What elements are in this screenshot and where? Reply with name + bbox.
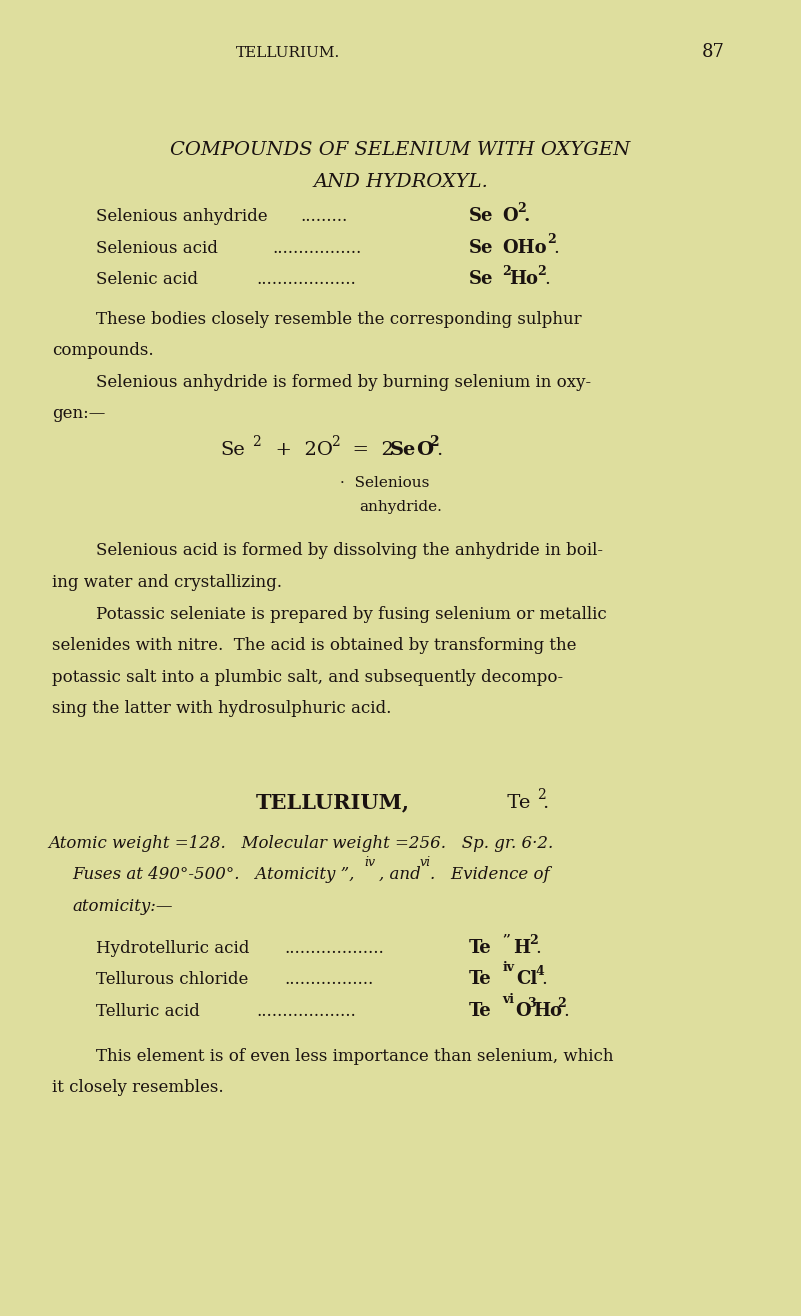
Text: Ho: Ho (509, 270, 537, 288)
Text: Selenic acid: Selenic acid (96, 271, 198, 288)
Text: .   Evidence of: . Evidence of (430, 866, 549, 883)
Text: Telluric acid: Telluric acid (96, 1003, 200, 1020)
Text: COMPOUNDS OF SELENIUM WITH OXYGEN: COMPOUNDS OF SELENIUM WITH OXYGEN (171, 141, 630, 159)
Text: compounds.: compounds. (52, 342, 154, 359)
Text: .................: ................. (284, 971, 373, 988)
Text: 2: 2 (537, 265, 546, 278)
Text: Se: Se (469, 270, 493, 288)
Text: Se: Se (220, 441, 245, 459)
Text: Se: Se (469, 207, 493, 225)
Text: .: . (541, 970, 547, 988)
Text: ...................: ................... (284, 940, 384, 957)
Text: .........: ......... (300, 208, 348, 225)
Text: 2: 2 (331, 436, 340, 449)
Text: O: O (515, 1001, 531, 1020)
Text: sing the latter with hydrosulphuric acid.: sing the latter with hydrosulphuric acid… (52, 700, 392, 717)
Text: Se: Se (469, 238, 493, 257)
Text: .: . (542, 794, 549, 812)
Text: 2: 2 (502, 265, 511, 278)
Text: Se: Se (389, 441, 416, 459)
Text: .: . (544, 270, 549, 288)
Text: vi: vi (420, 855, 431, 869)
Text: 2: 2 (547, 233, 556, 246)
Text: Te: Te (469, 970, 491, 988)
Text: AND HYDROXYL.: AND HYDROXYL. (313, 172, 488, 191)
Text: 2: 2 (252, 436, 261, 449)
Text: potassic salt into a plumbic salt, and subsequently decompo-: potassic salt into a plumbic salt, and s… (52, 669, 563, 686)
Text: These bodies closely resemble the corresponding sulphur: These bodies closely resemble the corres… (96, 311, 582, 328)
Text: Ho: Ho (533, 1001, 562, 1020)
Text: , and: , and (379, 866, 421, 883)
Text: Te: Te (501, 794, 530, 812)
Text: .: . (553, 238, 559, 257)
Text: it closely resembles.: it closely resembles. (52, 1079, 223, 1096)
Text: =  2: = 2 (340, 441, 394, 459)
Text: 2: 2 (529, 933, 537, 946)
Text: 2: 2 (537, 788, 545, 801)
Text: ing water and crystallizing.: ing water and crystallizing. (52, 574, 282, 591)
Text: anhydride.: anhydride. (359, 500, 441, 513)
Text: TELLURIUM,: TELLURIUM, (256, 792, 409, 812)
Text: +  2O: + 2O (263, 441, 332, 459)
Text: Selenious acid is formed by dissolving the anhydride in boil-: Selenious acid is formed by dissolving t… (96, 542, 603, 559)
Text: Selenious anhydride is formed by burning selenium in oxy-: Selenious anhydride is formed by burning… (96, 374, 591, 391)
Text: Cl: Cl (517, 970, 538, 988)
Text: vi: vi (502, 992, 514, 1005)
Text: .: . (523, 207, 529, 225)
Text: selenides with nitre.  The acid is obtained by transforming the: selenides with nitre. The acid is obtain… (52, 637, 577, 654)
Text: O: O (502, 207, 518, 225)
Text: ...................: ................... (256, 271, 356, 288)
Text: .: . (436, 441, 442, 459)
Text: 3: 3 (527, 996, 536, 1009)
Text: .: . (563, 1001, 569, 1020)
Text: 2: 2 (517, 201, 525, 215)
Text: Selenious anhydride: Selenious anhydride (96, 208, 268, 225)
Text: Te: Te (469, 1001, 491, 1020)
Text: .................: ................. (272, 240, 361, 257)
Text: .: . (535, 938, 541, 957)
Text: ’’: ’’ (502, 933, 511, 946)
Text: Hydrotelluric acid: Hydrotelluric acid (96, 940, 249, 957)
Text: 2: 2 (557, 996, 566, 1009)
Text: OHo: OHo (502, 238, 547, 257)
Text: 4: 4 (535, 965, 544, 978)
Text: gen:—: gen:— (52, 405, 106, 422)
Text: Fuses at 490°-500°.   Atomicity ”,: Fuses at 490°-500°. Atomicity ”, (72, 866, 360, 883)
Text: iv: iv (364, 855, 376, 869)
Text: 87: 87 (702, 42, 724, 61)
Text: Selenious acid: Selenious acid (96, 240, 218, 257)
Text: Potassic seleniate is prepared by fusing selenium or metallic: Potassic seleniate is prepared by fusing… (96, 605, 607, 622)
Text: This element is of even less importance than selenium, which: This element is of even less importance … (96, 1048, 614, 1065)
Text: ...................: ................... (256, 1003, 356, 1020)
Text: O: O (417, 441, 433, 459)
Text: iv: iv (502, 961, 514, 974)
Text: H: H (513, 938, 530, 957)
Text: Te: Te (469, 938, 491, 957)
Text: TELLURIUM.: TELLURIUM. (236, 46, 340, 59)
Text: 2: 2 (429, 436, 439, 449)
Text: Atomic weight =128.   Molecular weight =256.   Sp. gr. 6·2.: Atomic weight =128. Molecular weight =25… (48, 834, 553, 851)
Text: atomicity:—: atomicity:— (72, 898, 172, 915)
Text: Tellurous chloride: Tellurous chloride (96, 971, 248, 988)
Text: ·  Selenious: · Selenious (340, 476, 430, 490)
